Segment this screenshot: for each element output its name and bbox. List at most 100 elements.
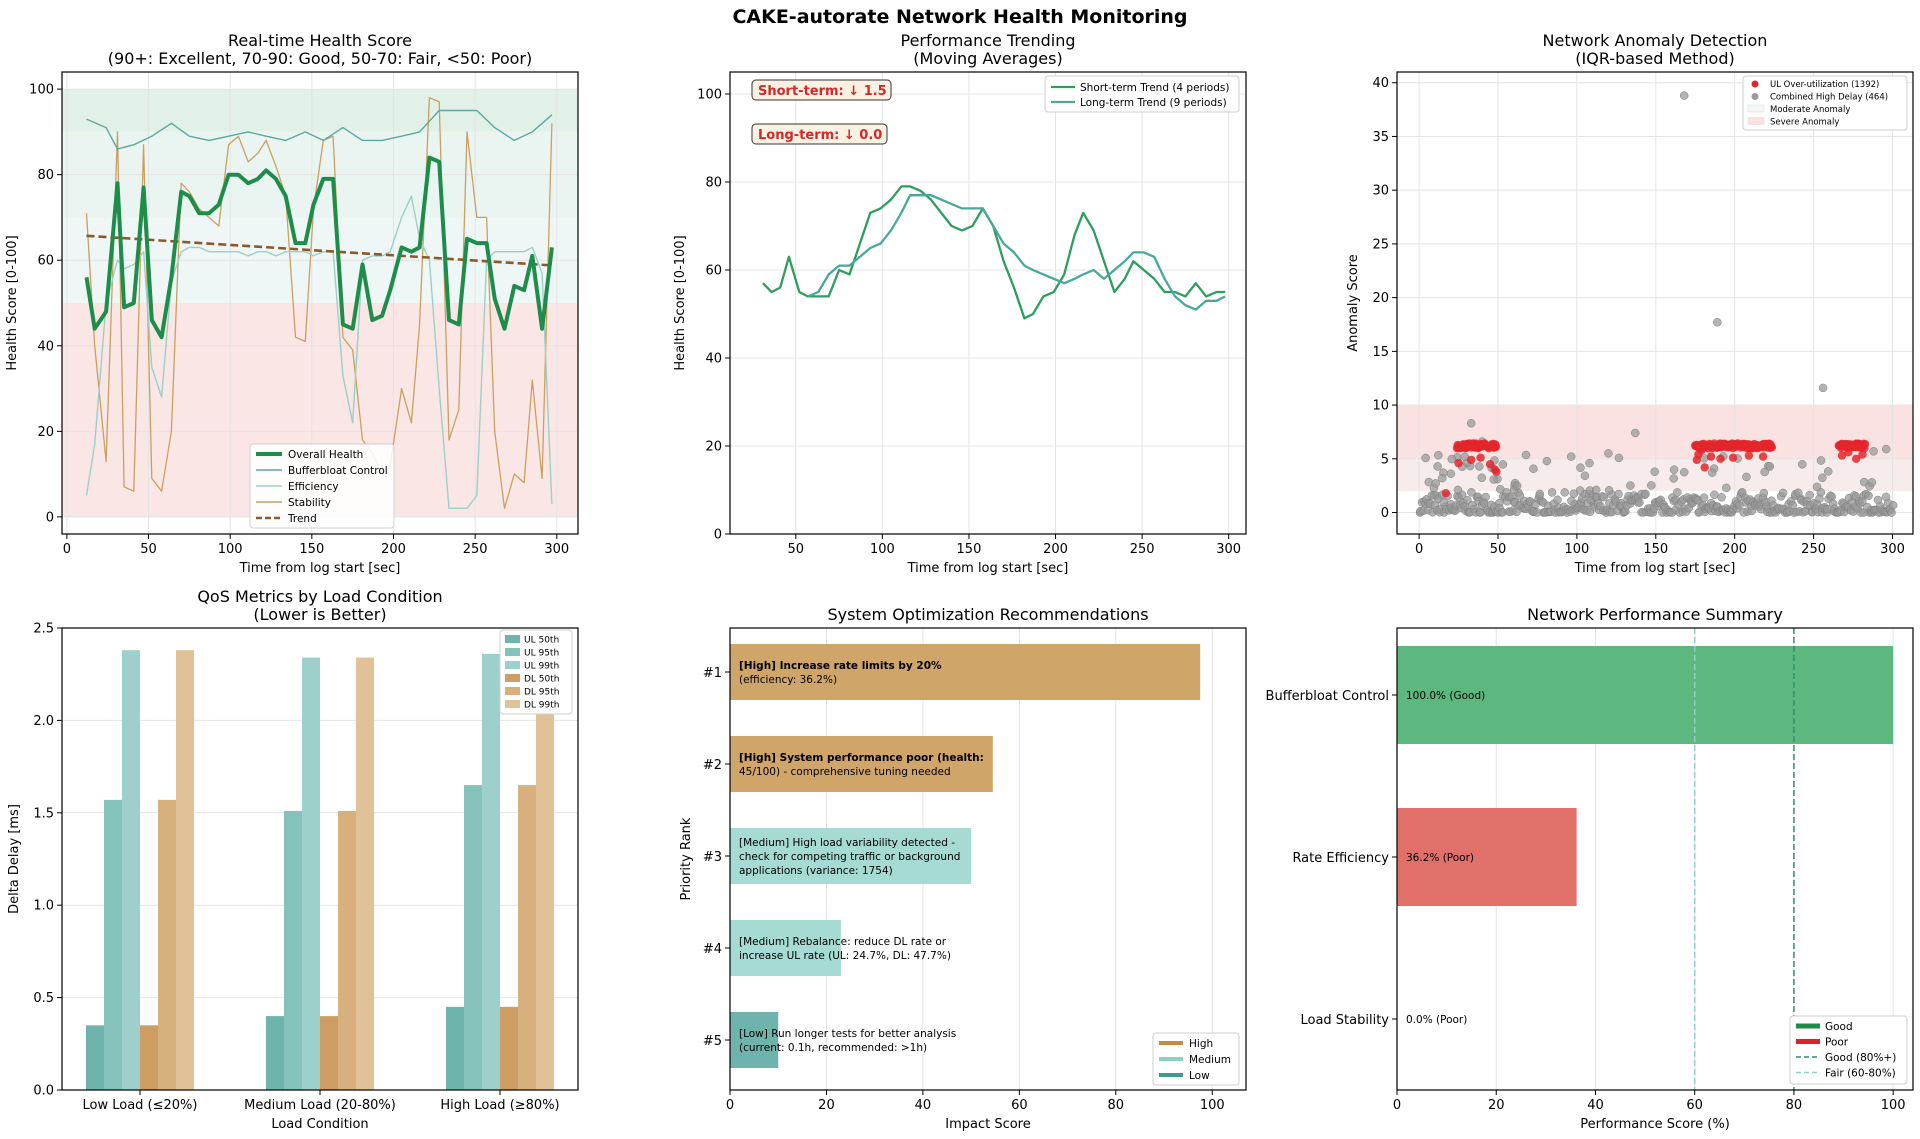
ul-overutilization-point	[1467, 455, 1476, 465]
high-delay-point	[1446, 469, 1456, 478]
y-tick-label: 30	[1372, 184, 1389, 199]
ul-overutilization-point	[1858, 450, 1867, 459]
qos-bar	[176, 650, 194, 1090]
recommendation-bar	[730, 920, 841, 976]
high-delay-point	[1553, 495, 1562, 505]
high-delay-point	[1580, 471, 1590, 481]
qos-bar	[536, 653, 554, 1090]
x-tick-label: 250	[1801, 542, 1826, 557]
y-axis-label: Health Score [0-100]	[5, 235, 20, 370]
x-tick-label: 50	[140, 542, 157, 557]
x-tick-label: 60	[1011, 1098, 1028, 1113]
series-line-trend	[86, 234, 552, 267]
x-tick-label: 80	[1108, 1098, 1125, 1113]
x-tick-label: 100	[1881, 1098, 1906, 1113]
legend-label: UL 95th	[524, 649, 559, 659]
high-delay-point	[1816, 456, 1826, 465]
qos-metrics-chart: 0.0 0.5 1.0 1.5 2.0 2.5 Low Load (≤20%) Medium …	[7, 587, 579, 1132]
performance-trending-chart: 50 100 150 200 250 300 0 20 40 60 80 100 Performance…	[673, 31, 1247, 576]
legend-box	[1152, 1032, 1240, 1086]
axes-frame	[729, 627, 1247, 1091]
high-delay-point	[1599, 492, 1609, 502]
recommendation-text: [High] Increase rate limits by 20%	[739, 660, 942, 672]
legend-box	[249, 443, 395, 529]
legend-label: Combined High Delay (464)	[1770, 93, 1888, 103]
legend-label: Poor	[1825, 1037, 1849, 1049]
qos-bar	[104, 799, 122, 1090]
y-tick-label: 0.5	[33, 991, 54, 1006]
legend-label: UL Over-utilization (1392)	[1770, 80, 1879, 90]
x-axis-label: Impact Score	[945, 1117, 1031, 1132]
legend-label: DL 50th	[524, 675, 560, 685]
y-tick-label: 15	[1372, 345, 1389, 360]
high-delay-point	[1481, 492, 1490, 502]
qos-bar	[338, 810, 356, 1090]
legend-swatch	[1747, 104, 1765, 113]
y-tick-label: #5	[703, 1034, 722, 1049]
legend-label: Short-term Trend (4 periods)	[1080, 82, 1229, 94]
x-tick-label: 100	[1564, 542, 1589, 557]
high-delay-point	[1453, 485, 1463, 495]
x-tick-label: 300	[544, 542, 569, 557]
ul-overutilization-point	[1744, 451, 1754, 460]
qos-bar	[518, 785, 536, 1090]
legend-label: Medium	[1189, 1054, 1231, 1066]
high-delay-point	[1535, 489, 1545, 499]
summary-bar	[1397, 808, 1577, 906]
legend-box	[1742, 75, 1908, 131]
high-delay-point	[1742, 472, 1751, 482]
high-delay-point	[1710, 490, 1719, 500]
axes-frame	[1396, 627, 1914, 1091]
x-tick-label: 150	[299, 542, 324, 557]
recommendation-text: (efficiency: 36.2%)	[739, 674, 837, 686]
ul-overutilization-point	[1697, 446, 1706, 455]
x-tick-label: 200	[1722, 542, 1747, 557]
x-tick-label: 0	[1393, 1098, 1401, 1113]
high-delay-point	[1867, 478, 1877, 487]
legend-swatch	[505, 700, 520, 708]
ul-overutilization-point	[1767, 443, 1777, 452]
legend-label: Bufferbloat Control	[288, 465, 388, 477]
legend-label: Trend	[287, 513, 317, 525]
high-delay-point	[1760, 467, 1769, 477]
ul-overutilization-point	[1844, 448, 1853, 457]
y-tick-label: 20	[37, 425, 54, 440]
x-tick-label: 250	[1130, 542, 1155, 557]
chart-title: Real-time Health Score	[228, 31, 412, 50]
y-tick-label: Load Stability	[1300, 1013, 1389, 1028]
high-delay-point	[1614, 453, 1624, 463]
x-tick-label: 300	[1216, 542, 1241, 557]
high-delay-point	[1778, 488, 1788, 498]
chart-subtitle: (IQR-based Method)	[1575, 49, 1734, 68]
high-delay-point	[1614, 489, 1623, 499]
recommendation-text: [Medium] Rebalance: reduce DL rate or	[739, 936, 947, 948]
chart-subtitle: (Moving Averages)	[913, 49, 1062, 68]
x-axis-label: Time from log start [sec]	[1574, 561, 1736, 576]
y-tick-label: 0	[714, 528, 722, 543]
qos-bar	[320, 1016, 338, 1090]
ul-overutilization-point	[1728, 453, 1738, 462]
legend-swatch	[1747, 117, 1765, 125]
y-tick-label: 100	[29, 83, 54, 98]
high-delay-point	[1679, 467, 1689, 477]
legend-label: Good	[1825, 1021, 1853, 1033]
high-delay-point	[1467, 488, 1476, 497]
legend-label: UL 50th	[524, 636, 559, 646]
high-delay-point	[1477, 473, 1487, 483]
legend-swatch	[505, 674, 520, 682]
high-delay-point	[1566, 452, 1576, 461]
high-delay-point	[1547, 488, 1557, 497]
x-tick-label: 300	[1880, 542, 1905, 557]
high-delay-point	[1604, 449, 1613, 458]
y-axis-label: Anomaly Score	[1346, 254, 1361, 352]
x-tick-label: 60	[1686, 1098, 1703, 1113]
x-tick-label: Low Load (≤20%)	[83, 1098, 198, 1113]
qos-bar	[284, 810, 302, 1090]
summary-bar	[1397, 646, 1894, 744]
x-tick-label: 150	[1643, 542, 1668, 557]
y-axis-label: Priority Rank	[679, 817, 694, 900]
summary-value-label: 36.2% (Poor)	[1406, 852, 1474, 864]
series-line-bufferbloat-control	[86, 109, 553, 150]
y-tick-label: 1.0	[33, 899, 54, 914]
high-delay-point	[1823, 467, 1833, 476]
